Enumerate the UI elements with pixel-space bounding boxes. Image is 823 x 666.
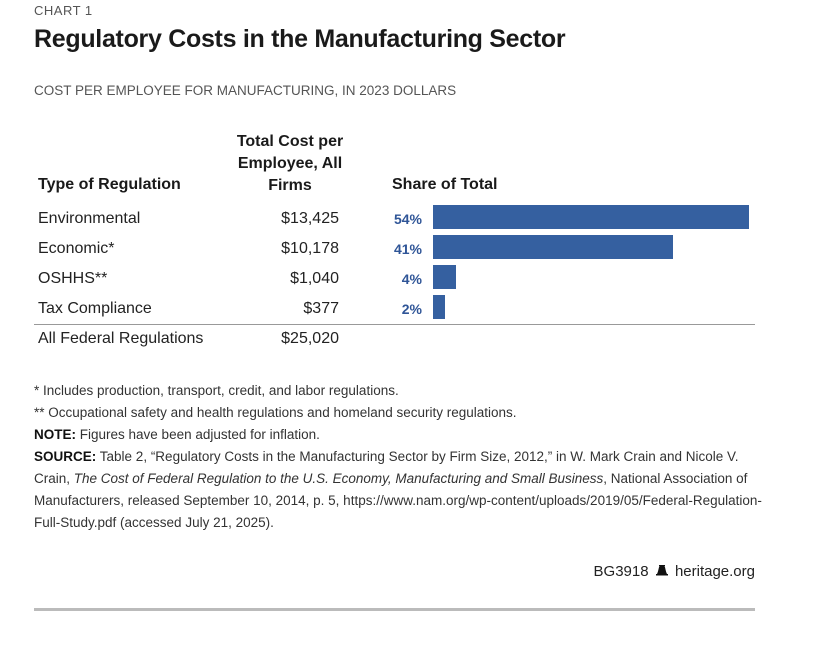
notes: * Includes production, transport, credit…: [34, 380, 764, 534]
note: NOTE: Figures have been adjusted for inf…: [34, 424, 764, 446]
share-label: 4%: [401, 271, 422, 287]
chart-kicker: CHART 1: [34, 3, 93, 18]
footnote-2: ** Occupational safety and health regula…: [34, 405, 517, 420]
liberty-bell-icon: [655, 565, 668, 576]
source-label: SOURCE:: [34, 449, 97, 464]
share-bar: [433, 295, 445, 319]
category-label: Environmental: [38, 210, 141, 227]
share-bar: [433, 265, 457, 289]
bottom-rule: [34, 608, 755, 611]
cost-value: $13,425: [281, 210, 339, 227]
total-row: All Federal Regulations $25,020: [0, 330, 823, 360]
cost-value: $1,040: [290, 270, 339, 287]
category-label: OSHHS**: [38, 270, 108, 287]
table-row: Environmental $13,425 54%: [0, 205, 823, 240]
table-row: OSHHS** $1,040 4%: [0, 265, 823, 300]
category-label: Tax Compliance: [38, 300, 152, 317]
report-code: BG3918: [593, 563, 649, 580]
share-label: 2%: [401, 301, 422, 317]
table-row: Tax Compliance $377 2%: [0, 295, 823, 330]
site-link[interactable]: heritage.org: [674, 563, 755, 580]
note-label: NOTE:: [34, 427, 76, 442]
total-label: All Federal Regulations: [38, 330, 204, 347]
header-type: Type of Regulation: [38, 176, 181, 193]
chart-title: Regulatory Costs in the Manufacturing Se…: [34, 25, 566, 53]
footer: BG3918 heritage.org: [560, 563, 755, 580]
source-text-end: , National Association of Manufacturers,…: [34, 471, 762, 530]
share-bar: [433, 235, 673, 259]
source-text: Table 2, “Regulatory Costs in the Manufa…: [34, 449, 739, 486]
source-title: The Cost of Federal Regulation to the U.…: [73, 471, 604, 486]
header-share: Share of Total: [392, 176, 498, 193]
source: SOURCE: Table 2, “Regulatory Costs in th…: [34, 446, 764, 534]
divider: [34, 324, 755, 325]
total-cost: $25,020: [281, 330, 339, 347]
header-cost: Total Cost per Employee, All Firms: [236, 133, 344, 194]
share-label: 41%: [393, 241, 422, 257]
footnote-1: * Includes production, transport, credit…: [34, 383, 399, 398]
share-label: 54%: [393, 211, 422, 227]
cost-value: $10,178: [281, 240, 339, 257]
share-bar: [433, 205, 749, 229]
note-text: Figures have been adjusted for inflation…: [79, 427, 320, 442]
chart-subtitle: COST PER EMPLOYEE FOR MANUFACTURING, IN …: [34, 83, 457, 98]
table-row: Economic* $10,178 41%: [0, 235, 823, 270]
category-label: Economic*: [38, 240, 115, 257]
cost-value: $377: [303, 300, 339, 317]
